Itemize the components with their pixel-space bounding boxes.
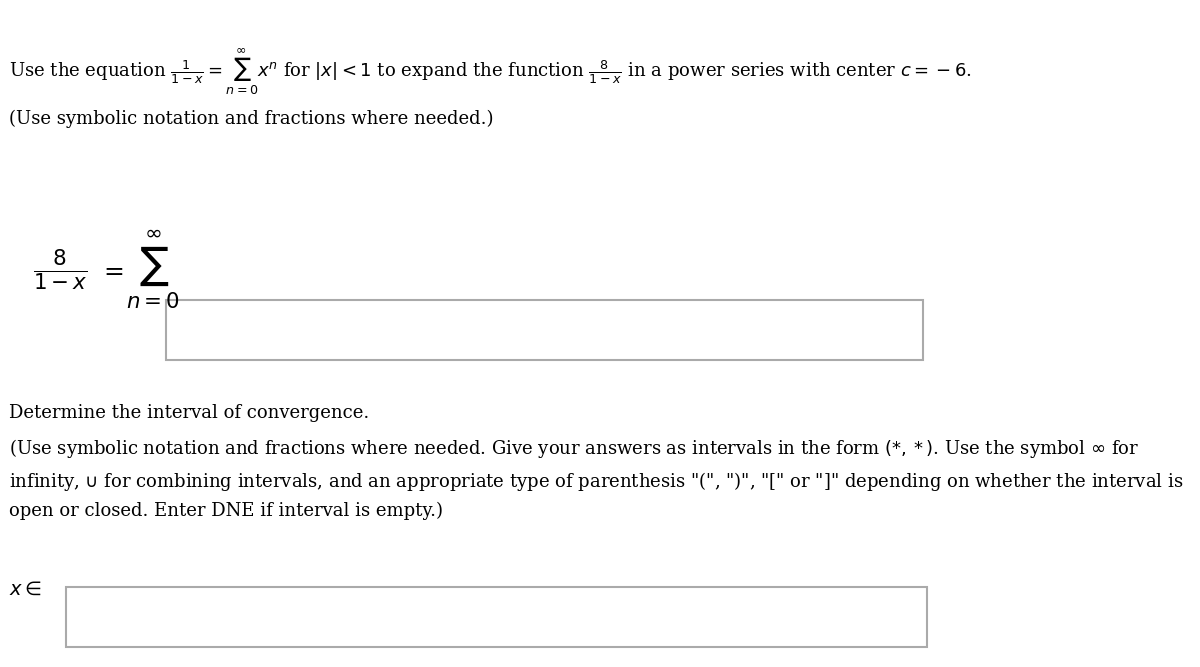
Text: $\frac{8}{1 - x}$: $\frac{8}{1 - x}$: [34, 247, 88, 293]
Text: Determine the interval of convergence.: Determine the interval of convergence.: [10, 404, 370, 422]
Text: Use the equation $\frac{1}{1-x} = \sum_{n=0}^{\infty} x^n$ for $|x| < 1$ to expa: Use the equation $\frac{1}{1-x} = \sum_{…: [10, 47, 972, 97]
Text: (Use symbolic notation and fractions where needed. Give your answers as interval: (Use symbolic notation and fractions whe…: [10, 437, 1183, 520]
FancyBboxPatch shape: [166, 300, 923, 360]
FancyBboxPatch shape: [66, 587, 928, 647]
Text: (Use symbolic notation and fractions where needed.): (Use symbolic notation and fractions whe…: [10, 110, 494, 128]
Text: $x \in$: $x \in$: [10, 582, 42, 599]
Text: $\sum_{n=0}^{\infty}$: $\sum_{n=0}^{\infty}$: [126, 229, 180, 311]
Text: $=$: $=$: [100, 259, 125, 281]
